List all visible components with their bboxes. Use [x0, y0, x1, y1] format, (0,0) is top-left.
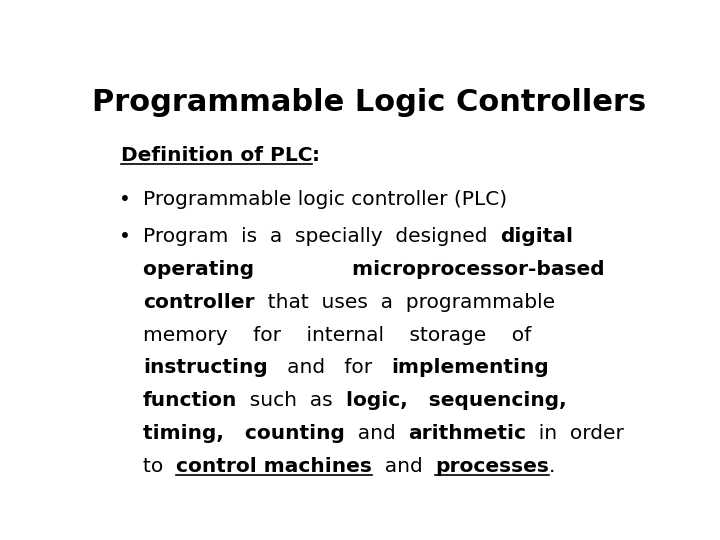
Text: controller: controller: [143, 293, 254, 312]
Text: that  uses  a  programmable: that uses a programmable: [254, 293, 554, 312]
Text: •: •: [119, 227, 131, 246]
Text: :: :: [312, 146, 320, 165]
Text: implementing: implementing: [391, 359, 549, 377]
Text: such  as: such as: [238, 391, 346, 410]
Text: function: function: [143, 391, 238, 410]
Text: logic,   sequencing,: logic, sequencing,: [346, 391, 567, 410]
Text: to: to: [143, 457, 176, 476]
Text: timing,   counting: timing, counting: [143, 424, 345, 443]
Text: arithmetic: arithmetic: [408, 424, 526, 443]
Text: instructing: instructing: [143, 359, 268, 377]
Text: Programmable logic controller (PLC): Programmable logic controller (PLC): [143, 190, 507, 208]
Text: •: •: [119, 190, 131, 208]
Text: and: and: [372, 457, 436, 476]
Text: Definition of PLC: Definition of PLC: [121, 146, 312, 165]
Text: processes: processes: [436, 457, 549, 476]
Text: Programmable Logic Controllers: Programmable Logic Controllers: [92, 87, 646, 117]
Text: .: .: [549, 457, 556, 476]
Text: operating              microprocessor-based: operating microprocessor-based: [143, 260, 605, 279]
Text: in  order: in order: [526, 424, 624, 443]
Text: and   for: and for: [268, 359, 391, 377]
Text: and: and: [345, 424, 408, 443]
Text: Program  is  a  specially  designed: Program is a specially designed: [143, 227, 500, 246]
Text: digital: digital: [500, 227, 573, 246]
Text: control machines: control machines: [176, 457, 372, 476]
Text: memory    for    internal    storage    of: memory for internal storage of: [143, 326, 531, 345]
